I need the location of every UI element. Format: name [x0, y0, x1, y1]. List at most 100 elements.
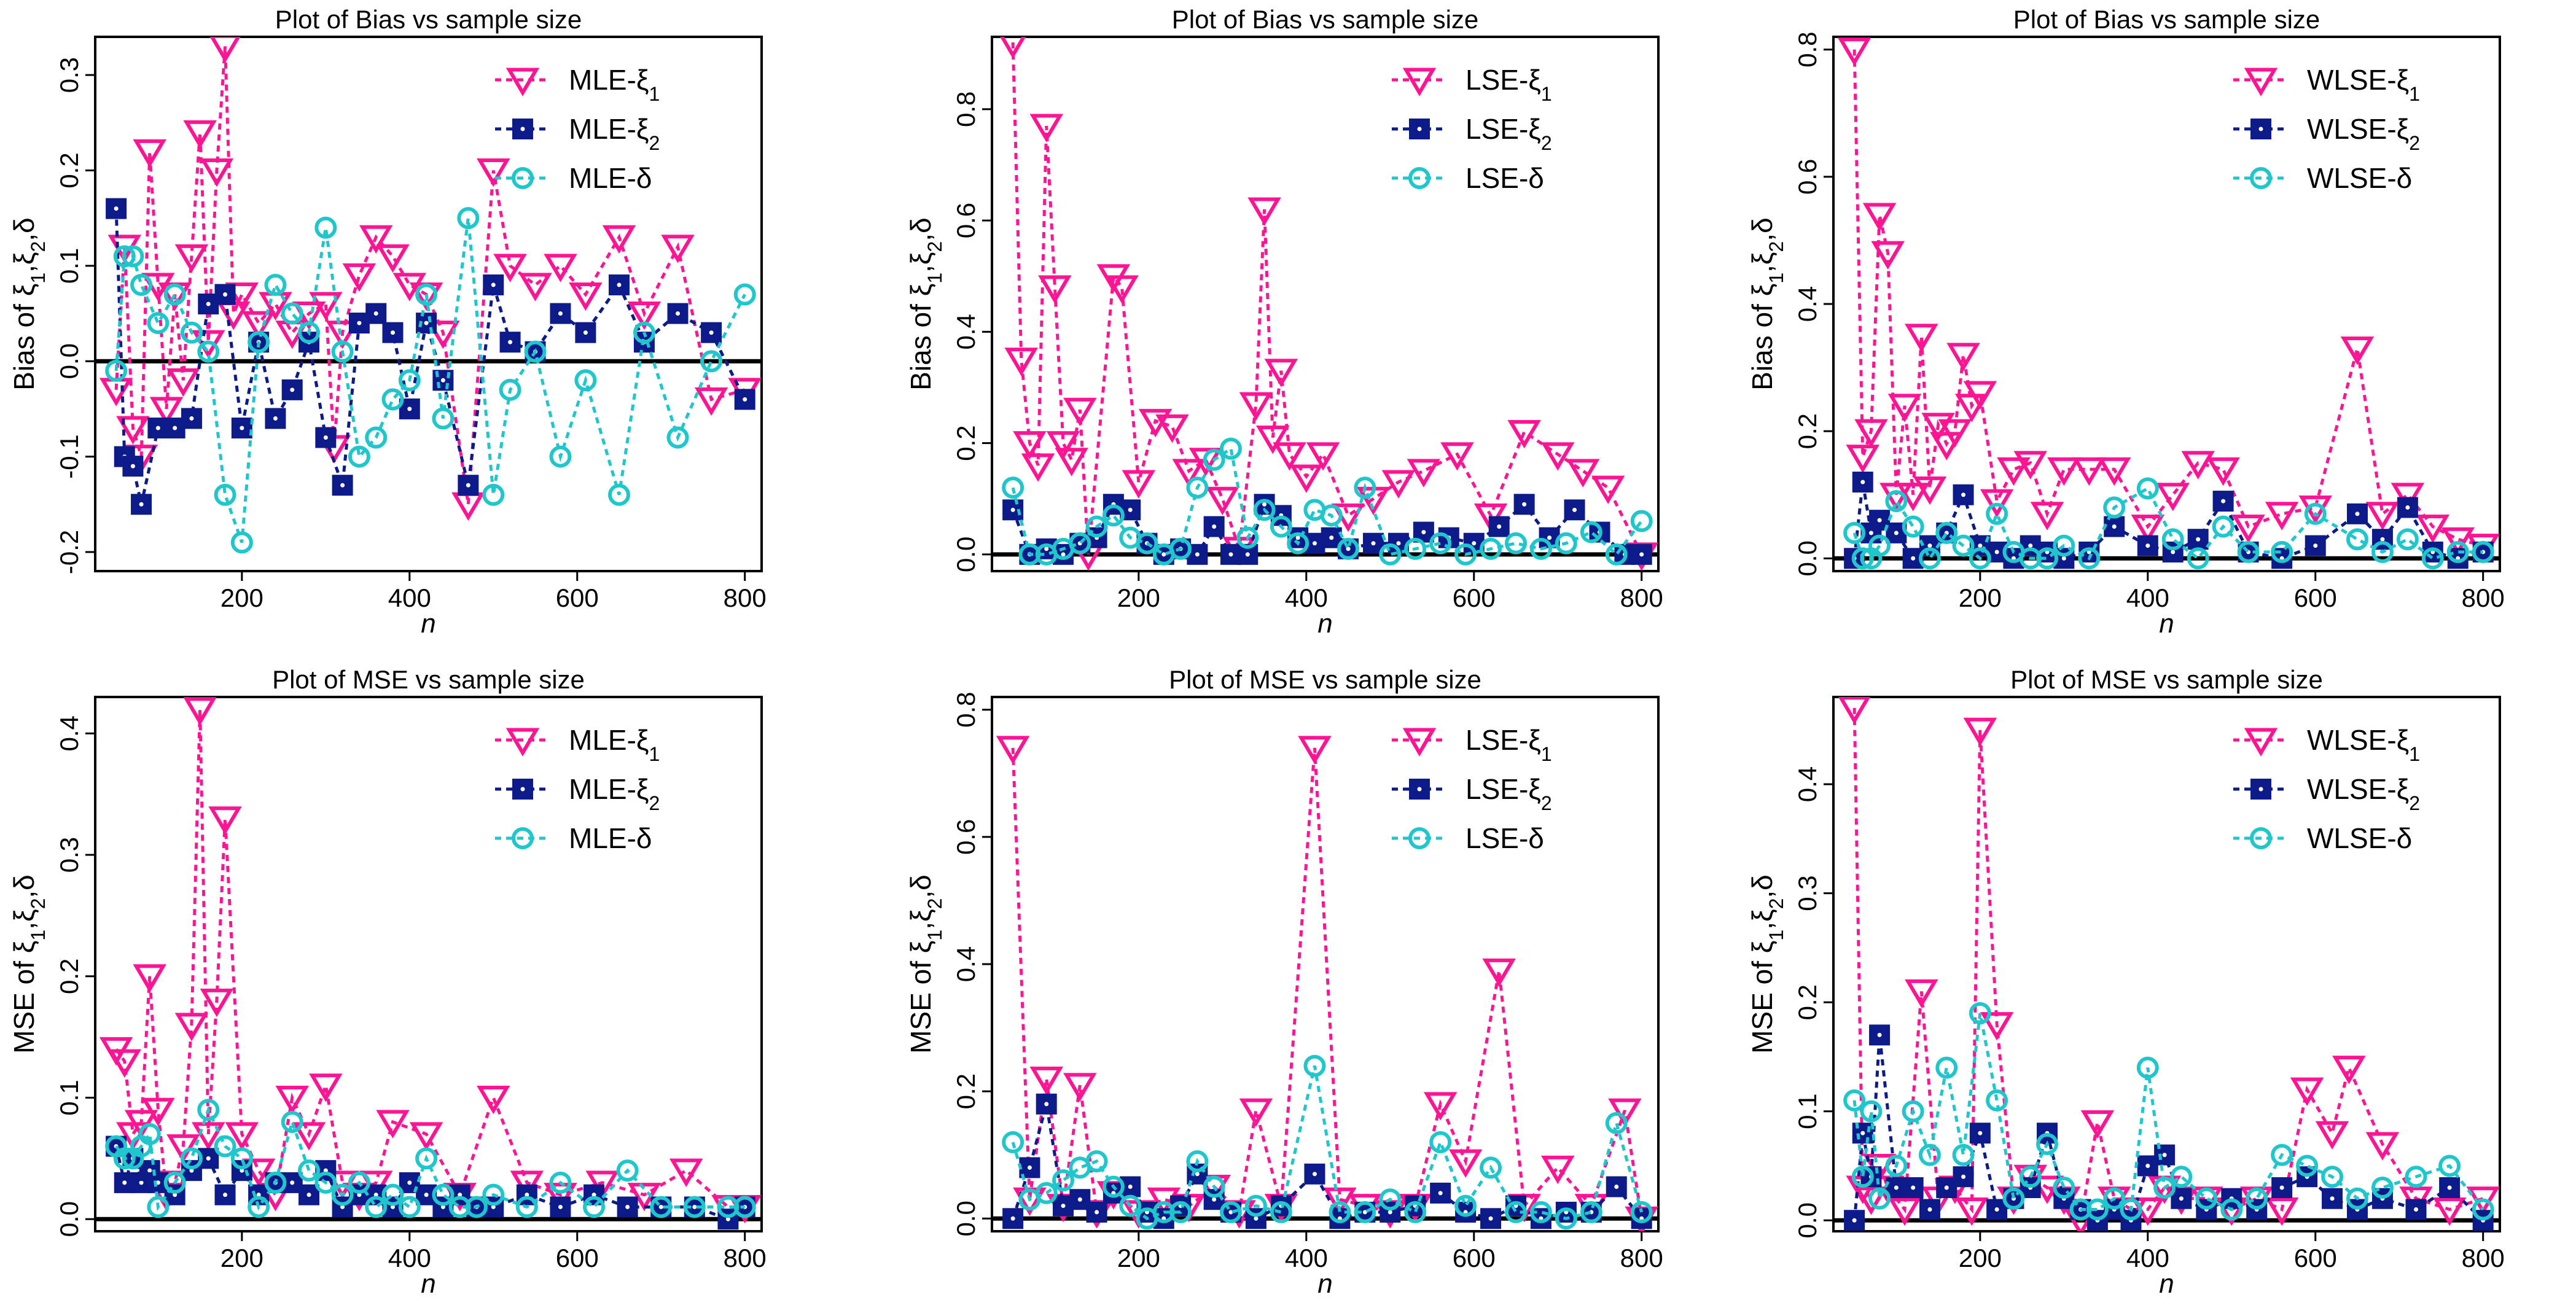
- x-axis-label: n: [2159, 1269, 2174, 1299]
- data-point: [326, 321, 359, 349]
- data-point: [1188, 448, 1223, 477]
- data-point: [1869, 1024, 1891, 1046]
- data-point: [2421, 547, 2444, 570]
- data-point: [1155, 414, 1189, 443]
- legend-label: MLE-δ: [569, 162, 652, 194]
- data-point: [549, 445, 572, 468]
- data-point: [1885, 1154, 1908, 1177]
- legend-entry-xi2: MLE-ξ2: [495, 773, 660, 814]
- y-tick-label: 0.1: [55, 1080, 84, 1115]
- legend-marker: [505, 728, 540, 757]
- data-point: [2053, 1176, 2075, 1199]
- data-point: [2346, 528, 2368, 551]
- data-point: [1954, 1197, 1989, 1226]
- data-point: [1270, 515, 1292, 538]
- legend-label: WLSE-ξ1: [2307, 724, 2420, 765]
- series-line: [1852, 49, 2484, 548]
- legend-entry-delta: WLSE-δ: [2233, 162, 2412, 194]
- data-point: [365, 303, 387, 324]
- data-point: [1038, 275, 1072, 304]
- data-point: [314, 1171, 337, 1194]
- data-point: [2053, 534, 2075, 557]
- x-tick-label: 800: [724, 583, 767, 612]
- data-point: [1919, 1199, 1940, 1220]
- data-point: [1404, 1201, 1427, 1223]
- data-point: [1969, 1123, 1991, 1144]
- data-point: [1239, 1098, 1273, 1127]
- series-line: [1011, 1065, 1644, 1221]
- data-point: [1846, 445, 1880, 473]
- data-point: [2322, 1188, 2343, 1209]
- data-point: [458, 475, 479, 496]
- data-point: [2416, 515, 2450, 543]
- data-point: [214, 1135, 236, 1158]
- x-axis-label: n: [421, 1269, 435, 1299]
- data-point: [1102, 504, 1125, 527]
- data-point: [2086, 1198, 2109, 1221]
- data-point: [2047, 457, 2081, 486]
- data-point: [198, 294, 219, 314]
- data-point: [694, 387, 728, 416]
- data-point: [298, 321, 321, 344]
- data-point: [1055, 448, 1088, 477]
- plot-frame: [1832, 696, 2501, 1232]
- legend-marker: [1409, 779, 1430, 800]
- legend-label: LSE-δ: [1466, 162, 1544, 194]
- data-point: [1404, 537, 1427, 560]
- series-delta: [105, 1099, 756, 1218]
- data-point: [392, 273, 427, 302]
- data-point: [1255, 426, 1290, 454]
- y-tick-label: 0.0: [1793, 1202, 1822, 1238]
- data-point: [163, 1171, 186, 1194]
- data-point: [1169, 1201, 1192, 1223]
- data-point: [208, 806, 242, 835]
- data-point: [1930, 432, 1964, 461]
- legend-entry-xi2: WLSE-ξ2: [2233, 773, 2420, 814]
- data-point: [1329, 1201, 1351, 1223]
- data-point: [1002, 477, 1025, 499]
- data-point: [376, 244, 410, 273]
- data-point: [1952, 534, 1975, 557]
- legend-marker: [2244, 68, 2278, 96]
- data-point: [2321, 1166, 2344, 1188]
- data-point: [2332, 1056, 2366, 1084]
- data-point: [1172, 459, 1206, 488]
- data-point: [147, 1196, 170, 1218]
- series-delta: [105, 207, 756, 554]
- legend-marker: [1408, 167, 1430, 189]
- data-point: [700, 350, 723, 373]
- data-point: [1244, 1194, 1267, 1217]
- x-tick-label: 600: [2294, 583, 2337, 612]
- data-point: [2365, 1132, 2400, 1161]
- legend-marker: [512, 119, 533, 139]
- data-point: [1555, 1207, 1577, 1230]
- legend-marker: [1408, 827, 1430, 849]
- data-point: [1480, 1208, 1502, 1229]
- data-point: [2438, 1154, 2461, 1177]
- data-point: [499, 378, 521, 401]
- data-point: [1000, 37, 1026, 59]
- data-point: [1504, 1201, 1527, 1223]
- data-point: [499, 332, 521, 353]
- data-point: [2265, 502, 2299, 531]
- data-point: [1513, 494, 1535, 515]
- plot-frame: [94, 36, 763, 572]
- data-point: [225, 1122, 259, 1151]
- legend-marker: [512, 167, 534, 189]
- data-point: [131, 494, 152, 515]
- data-point: [331, 340, 354, 363]
- data-point: [264, 273, 287, 296]
- data-point: [575, 322, 596, 343]
- data-point: [122, 245, 144, 268]
- data-point: [1896, 483, 1930, 512]
- y-tick-label: -0.2: [55, 530, 84, 574]
- data-point: [1580, 521, 1602, 543]
- y-tick-label: -0.1: [55, 434, 84, 478]
- data-point: [415, 283, 438, 306]
- data-point: [2080, 1110, 2115, 1139]
- data-point: [2153, 1176, 2176, 1199]
- x-tick-label: 200: [221, 1244, 263, 1272]
- data-point: [1918, 547, 1941, 570]
- data-point: [2472, 1198, 2494, 1221]
- data-point: [230, 1147, 253, 1170]
